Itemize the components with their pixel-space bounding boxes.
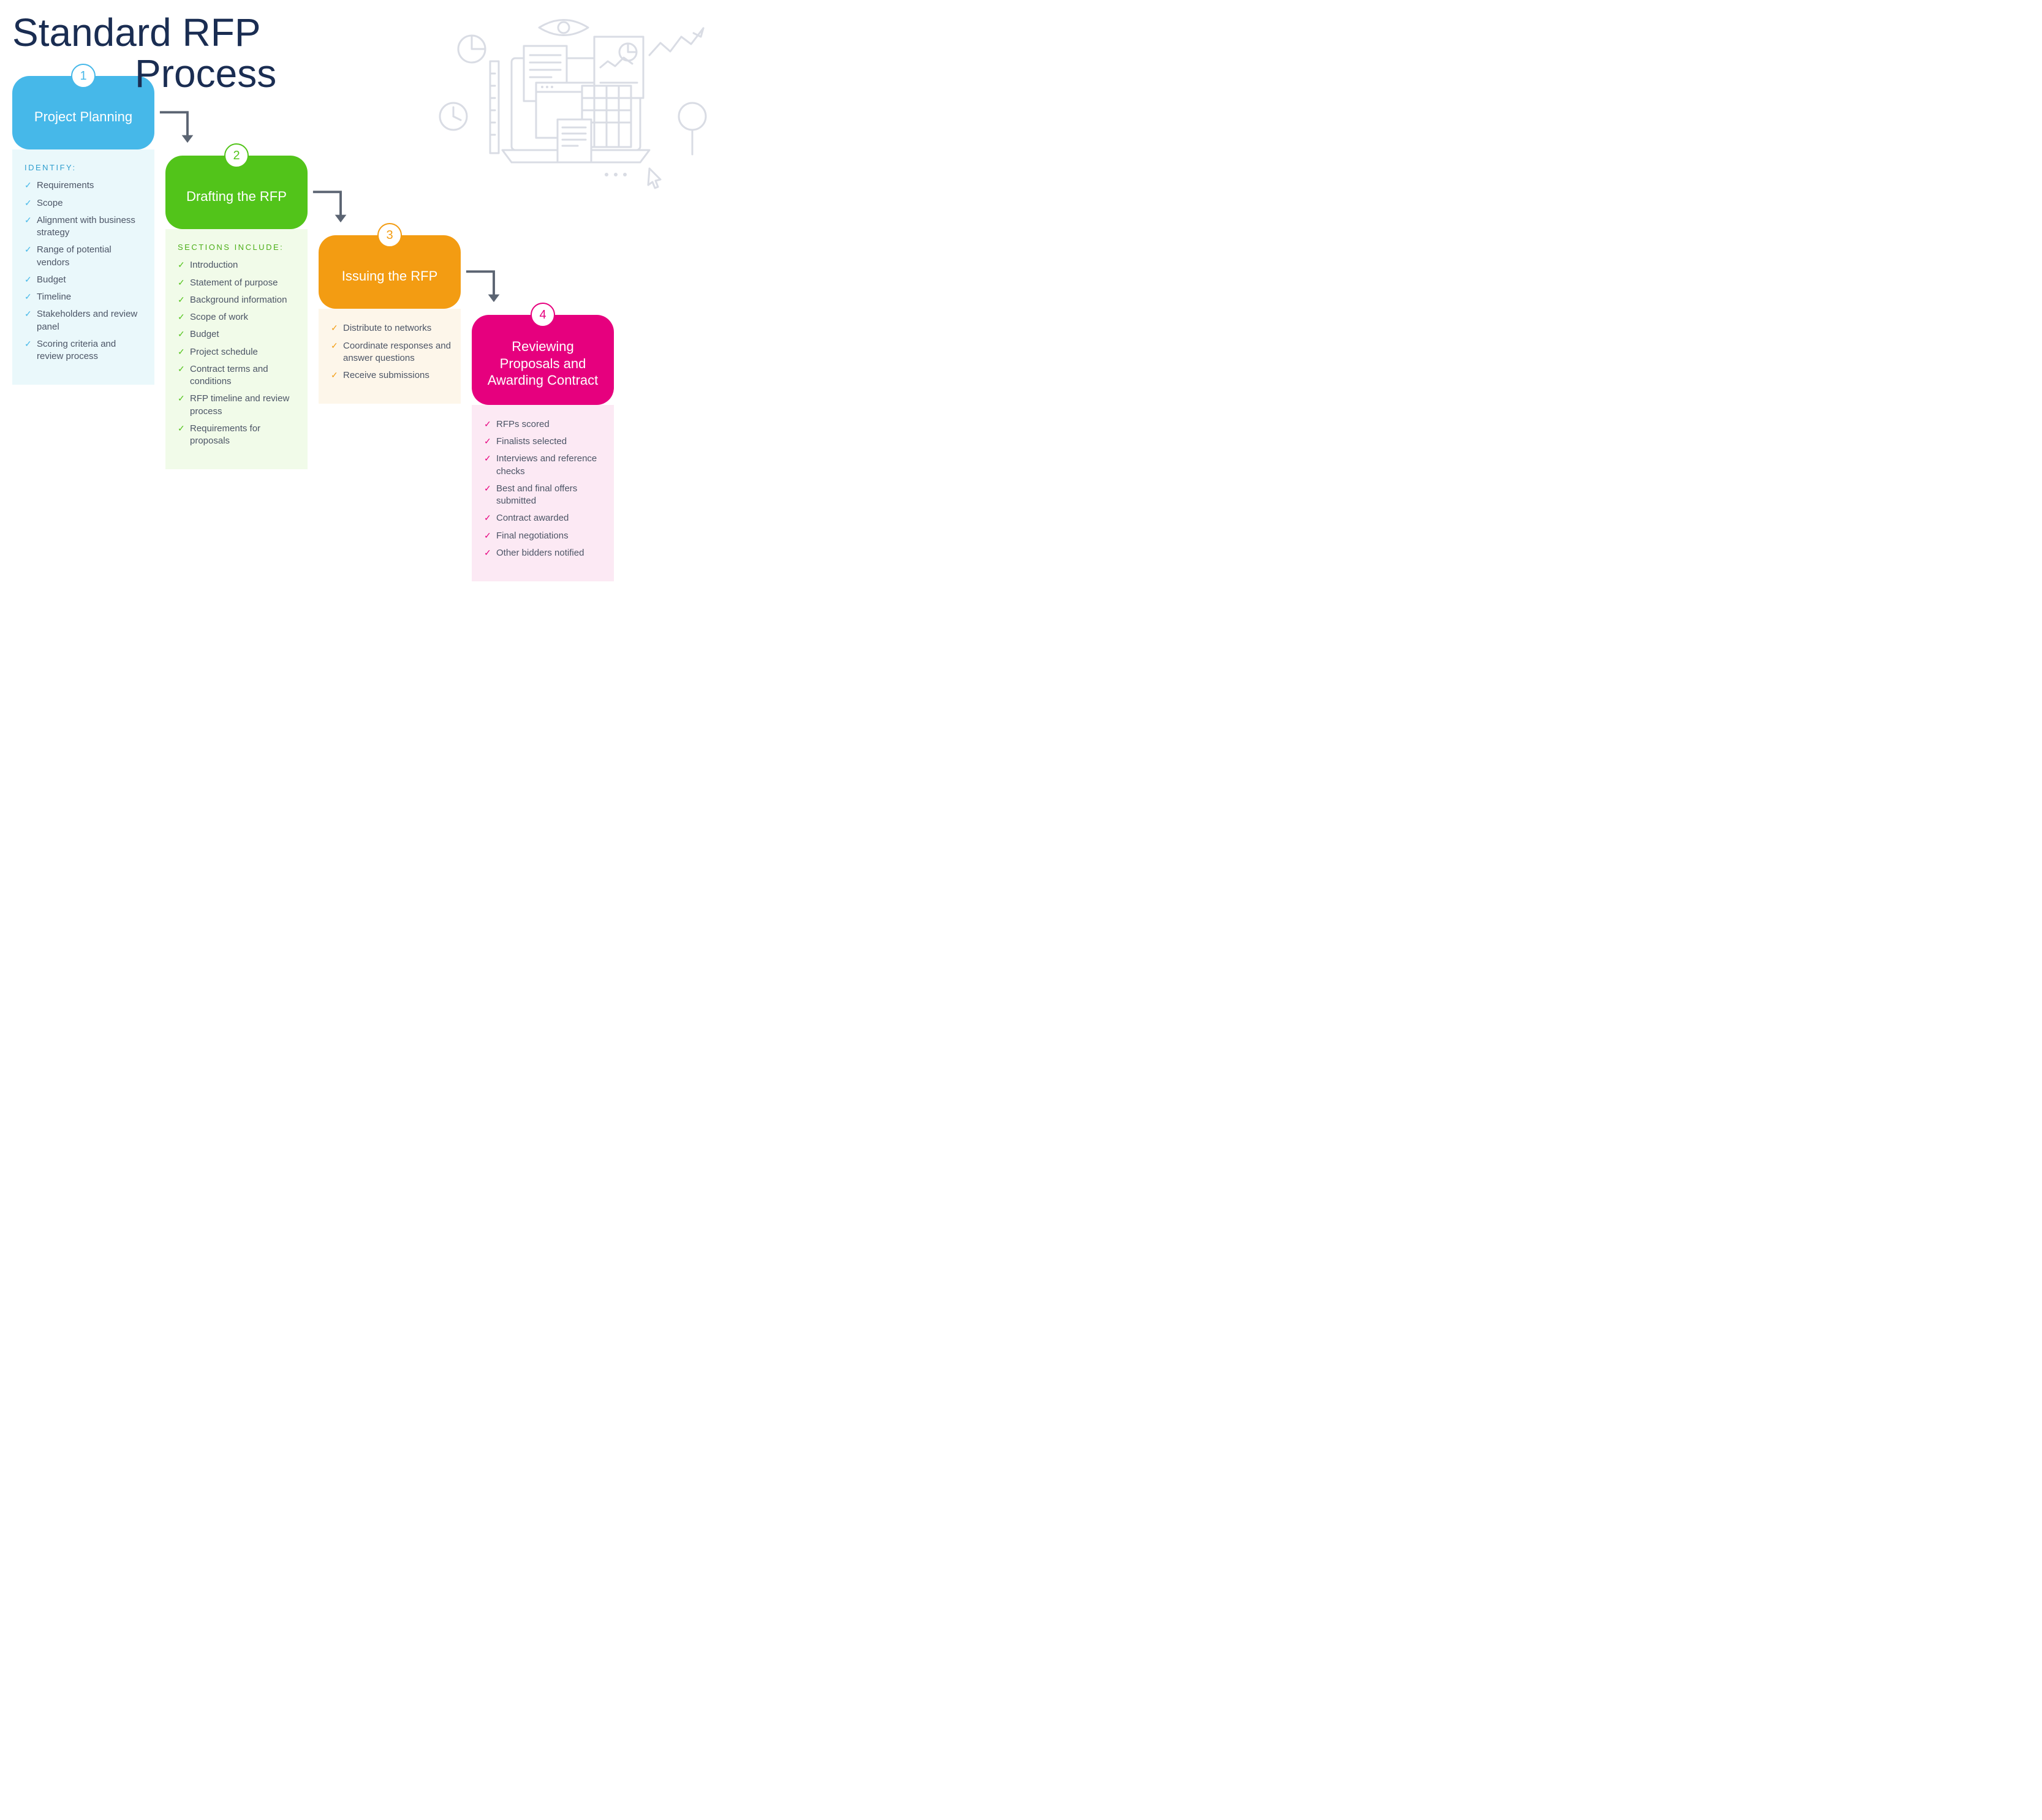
- stage-heading: Issuing the RFP: [342, 268, 438, 285]
- list-item: Contract terms and conditions: [178, 363, 298, 388]
- list-item: Coordinate responses and answer question…: [331, 340, 451, 365]
- list-item: Alignment with business strategy: [25, 214, 145, 240]
- stage-items: Introduction Statement of purpose Backgrou…: [178, 259, 298, 447]
- stage-head: 3Issuing the RFP: [319, 235, 461, 309]
- stages-row: 1Project PlanningIDENTIFY:RequirementsSc…: [12, 76, 723, 581]
- list-item: Requirements for proposals: [178, 423, 298, 448]
- list-item: Distribute to networks: [331, 322, 451, 334]
- stage-body: IDENTIFY: Requirements Scope Alignment with…: [12, 149, 154, 385]
- stage-2: 2Drafting the RFP SECTIONS INCLUDE: Introd…: [165, 156, 308, 469]
- list-item: Statement of purpose: [178, 277, 298, 289]
- stage-heading: Project Planning: [34, 108, 132, 126]
- stage-items: Distribute to networks Coordinate respons…: [331, 322, 451, 382]
- list-item: Final negotiations: [484, 530, 604, 542]
- list-item: Other bidders notified: [484, 547, 604, 559]
- list-item: Finalists selected: [484, 436, 604, 448]
- stage-head: 2Drafting the RFP: [165, 156, 308, 229]
- title-line-1: Standard RFP: [12, 10, 261, 55]
- list-item: Introduction: [178, 259, 298, 271]
- list-item: Range of potential vendors: [25, 244, 145, 269]
- list-item: Background information: [178, 294, 298, 306]
- list-item: RFP timeline and review process: [178, 393, 298, 418]
- connector-arrow: [308, 186, 357, 229]
- list-item: Scope: [25, 197, 145, 210]
- page-title: Standard RFP Process: [12, 12, 723, 94]
- stage-number-badge: 3: [377, 223, 402, 247]
- list-item: Interviews and reference checks: [484, 453, 604, 478]
- list-item: Scope of work: [178, 311, 298, 323]
- list-item: Project schedule: [178, 346, 298, 358]
- stage-body: RFPs scored Finalists selected Interviews …: [472, 405, 614, 581]
- stage-heading: Reviewing Proposals and Awarding Contrac…: [482, 338, 604, 389]
- list-item: Budget: [25, 274, 145, 286]
- stage-number-badge: 4: [531, 303, 555, 327]
- list-item: Best and final offers submitted: [484, 483, 604, 508]
- title-line-2: Process: [12, 53, 723, 94]
- stage-heading: Drafting the RFP: [186, 188, 287, 205]
- stage-head: 4Reviewing Proposals and Awarding Contra…: [472, 315, 614, 405]
- connector-arrow: [461, 266, 510, 309]
- stage-body: SECTIONS INCLUDE: Introduction Statement o…: [165, 229, 308, 469]
- stage-4: 4Reviewing Proposals and Awarding Contra…: [472, 315, 614, 581]
- stage-items: RFPs scored Finalists selected Interviews …: [484, 418, 604, 559]
- stage-1: 1Project PlanningIDENTIFY:RequirementsSc…: [12, 76, 154, 385]
- list-item: Scoring criteria and review process: [25, 338, 145, 363]
- stage-number-badge: 2: [224, 143, 249, 168]
- list-item: RFPs scored: [484, 418, 604, 431]
- list-item: Timeline: [25, 291, 145, 303]
- list-item: Stakeholders and review panel: [25, 308, 145, 333]
- list-item: Contract awarded: [484, 512, 604, 524]
- stage-3: 3Issuing the RFP Distribute to networks Co…: [319, 235, 461, 404]
- list-item: Budget: [178, 328, 298, 341]
- stage-items: Requirements Scope Alignment with business…: [25, 179, 145, 363]
- connector-arrow: [154, 107, 203, 149]
- list-item: Requirements: [25, 179, 145, 192]
- stage-subhead: SECTIONS INCLUDE:: [178, 243, 298, 252]
- list-item: Receive submissions: [331, 369, 451, 382]
- stage-body: Distribute to networks Coordinate respons…: [319, 309, 461, 404]
- stage-subhead: IDENTIFY:: [25, 163, 145, 172]
